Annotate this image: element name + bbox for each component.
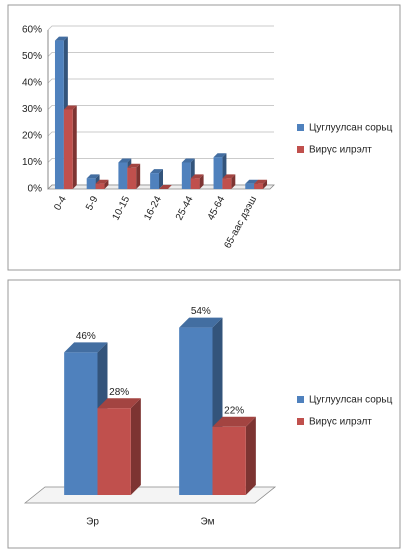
y-tick-label: 50% bbox=[22, 51, 42, 62]
bar-top bbox=[212, 416, 256, 427]
grid-line bbox=[47, 78, 274, 84]
legend-swatch bbox=[297, 146, 304, 153]
bar-side bbox=[104, 179, 109, 189]
grid-line bbox=[47, 52, 274, 57]
bar-top bbox=[159, 185, 172, 189]
legend-swatch bbox=[297, 124, 304, 131]
bar-top bbox=[95, 179, 109, 184]
bar-top bbox=[190, 174, 204, 179]
bar-top bbox=[86, 174, 100, 179]
y-tick-label: 0% bbox=[28, 184, 43, 195]
bar bbox=[190, 178, 200, 189]
bar-side bbox=[231, 174, 236, 189]
bar bbox=[212, 426, 246, 495]
bar-side bbox=[159, 169, 163, 189]
bar bbox=[97, 408, 131, 495]
legend-label: Цуглуулсан сорьц bbox=[309, 123, 393, 134]
bar bbox=[245, 183, 255, 189]
bar bbox=[64, 352, 98, 495]
x-tick-label: Эм bbox=[201, 517, 215, 528]
bar-side bbox=[130, 398, 141, 495]
y-tick-label: 30% bbox=[22, 104, 42, 115]
bar-top bbox=[150, 169, 163, 174]
data-label: 22% bbox=[224, 405, 244, 416]
legend-label: Вирүс илрэлт bbox=[309, 145, 372, 156]
y-tick-label: 60% bbox=[22, 25, 42, 36]
bar-side bbox=[245, 416, 256, 495]
y-tick-label: 40% bbox=[22, 78, 42, 89]
bar bbox=[127, 167, 137, 189]
bar bbox=[86, 178, 96, 189]
bar bbox=[181, 162, 191, 189]
grid-line bbox=[47, 105, 274, 110]
legend-label: Цуглуулсан сорьц bbox=[309, 395, 393, 406]
legend-label: Вирүс илрэлт bbox=[309, 417, 372, 428]
bar bbox=[222, 178, 232, 189]
bar-top bbox=[127, 163, 141, 168]
bar-top bbox=[118, 158, 132, 163]
bar-side bbox=[72, 105, 77, 189]
bar-side bbox=[136, 163, 141, 189]
bar bbox=[54, 40, 64, 189]
data-label: 46% bbox=[76, 331, 96, 342]
bar-top bbox=[97, 398, 141, 409]
bar-side bbox=[199, 174, 204, 189]
x-tick-label: Эр bbox=[86, 517, 99, 528]
grid-line bbox=[47, 25, 274, 31]
bar-top bbox=[213, 153, 227, 158]
bar-side bbox=[263, 179, 268, 189]
bar bbox=[213, 157, 223, 189]
bar-top bbox=[64, 342, 108, 353]
data-label: 28% bbox=[109, 387, 129, 398]
y-tick-label: 20% bbox=[22, 131, 42, 142]
data-label: 54% bbox=[191, 306, 211, 317]
bar-top bbox=[179, 317, 223, 328]
bar-top bbox=[245, 179, 259, 184]
y-tick-label: 10% bbox=[22, 157, 42, 168]
bar-top bbox=[181, 158, 195, 163]
grid-line bbox=[47, 131, 274, 137]
bar bbox=[63, 109, 73, 189]
bar-top bbox=[63, 105, 77, 110]
bar bbox=[95, 183, 105, 189]
bar-top bbox=[222, 174, 236, 179]
bar-top bbox=[254, 179, 268, 184]
bar bbox=[179, 327, 213, 495]
bar bbox=[150, 173, 159, 189]
legend-swatch bbox=[297, 418, 304, 425]
bar bbox=[254, 183, 264, 189]
bar-top bbox=[54, 36, 68, 41]
bar bbox=[118, 162, 128, 189]
legend-swatch bbox=[297, 396, 304, 403]
grid-line bbox=[47, 158, 274, 163]
